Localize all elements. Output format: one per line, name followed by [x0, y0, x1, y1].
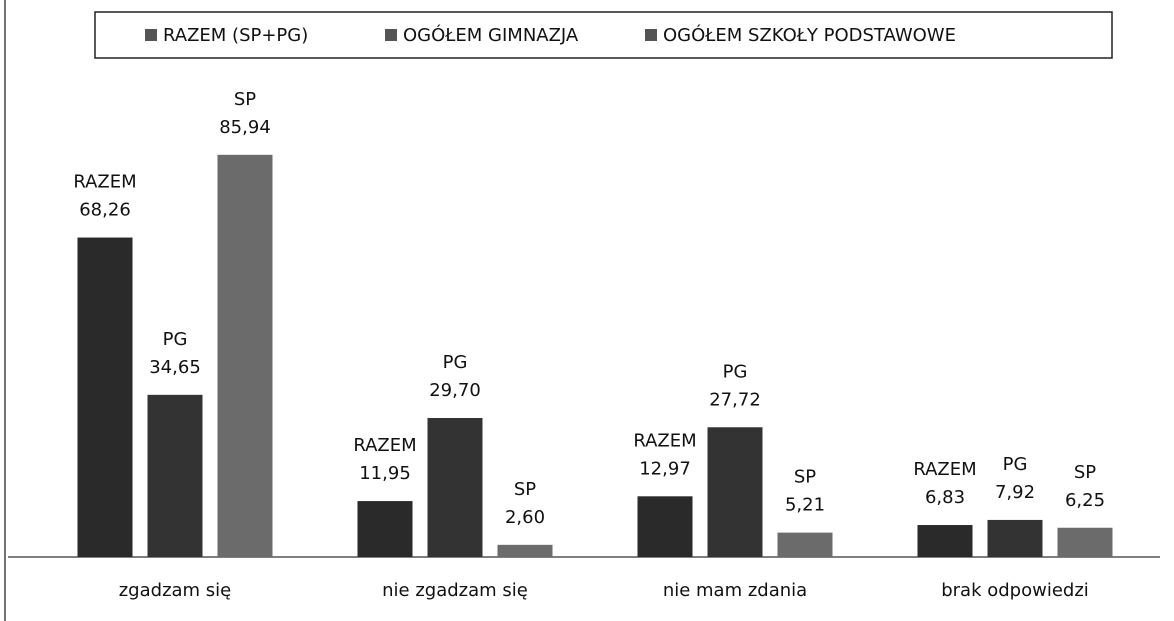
bar: [427, 418, 483, 557]
data-label: 85,94: [219, 117, 271, 138]
x-tick-label: zgadzam się: [119, 580, 232, 601]
data-label-name: RAZEM: [913, 459, 976, 480]
legend-swatch: [145, 29, 157, 41]
data-label-name: RAZEM: [73, 172, 136, 193]
x-tick-label: brak odpowiedzi: [941, 580, 1089, 601]
bar: [1057, 527, 1113, 557]
data-label: 2,60: [505, 507, 545, 528]
data-label-name: PG: [443, 352, 468, 373]
bar: [147, 394, 203, 557]
legend-swatch: [645, 29, 657, 41]
bar: [987, 519, 1043, 557]
data-label: 5,21: [785, 495, 825, 516]
data-label-name: SP: [234, 89, 256, 110]
legend-swatch: [385, 29, 397, 41]
bar: [357, 501, 413, 557]
data-label: 11,95: [359, 463, 411, 484]
data-label-name: PG: [723, 361, 748, 382]
data-label: 29,70: [429, 380, 481, 401]
legend-box: [94, 11, 1113, 59]
data-label-name: RAZEM: [353, 435, 416, 456]
data-label-name: RAZEM: [633, 430, 696, 451]
data-label: 34,65: [149, 357, 201, 378]
legend-label: OGÓŁEM SZKOŁY PODSTAWOWE: [663, 24, 956, 46]
bar: [77, 237, 133, 557]
bar: [777, 532, 833, 557]
x-tick-label: nie mam zdania: [663, 580, 807, 601]
legend-label: OGÓŁEM GIMNAZJA: [403, 24, 579, 46]
data-label: 27,72: [709, 389, 761, 410]
data-label-name: SP: [794, 467, 816, 488]
bar: [917, 525, 973, 557]
data-label-name: SP: [514, 479, 536, 500]
data-label-name: SP: [1074, 462, 1096, 483]
data-label: 6,25: [1065, 490, 1105, 511]
data-label: 6,83: [925, 487, 965, 508]
bar: [217, 154, 273, 558]
bar: [497, 544, 553, 557]
data-label: 7,92: [995, 482, 1035, 503]
data-label-name: PG: [163, 329, 188, 350]
legend-label: RAZEM (SP+PG): [163, 25, 308, 46]
bar: [707, 427, 763, 557]
x-tick-label: nie zgadzam się: [382, 580, 528, 601]
data-label-name: PG: [1003, 454, 1028, 475]
data-label: 12,97: [639, 458, 691, 479]
bar: [637, 496, 693, 557]
data-label: 68,26: [79, 200, 131, 221]
